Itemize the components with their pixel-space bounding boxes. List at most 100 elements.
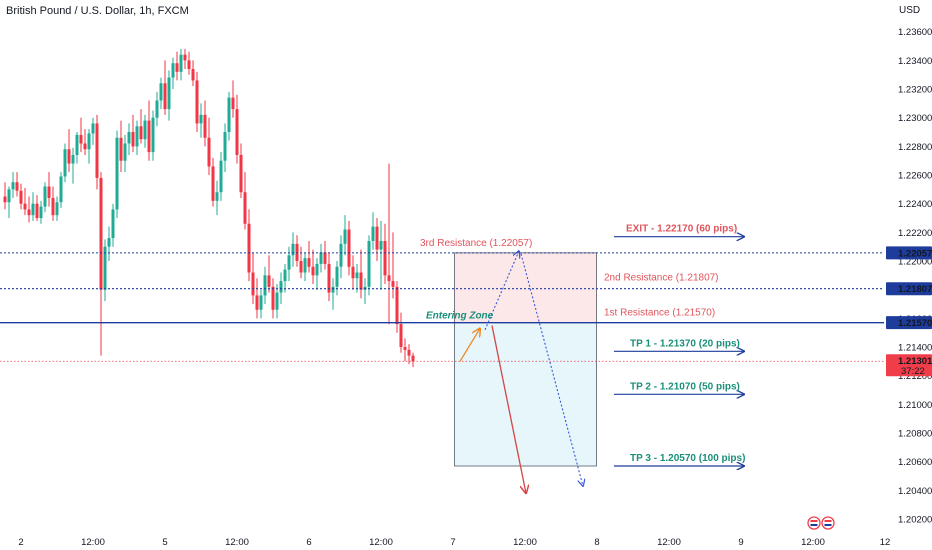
y-tick-label: 1.23000 (898, 113, 932, 124)
entering-zone-label: Entering Zone (426, 311, 494, 322)
y-tick-label: 1.23200 (898, 85, 932, 96)
candle-body (139, 126, 143, 140)
candle-body (43, 186, 47, 207)
resistance-3-label: 3rd Resistance (1.22057) (420, 238, 532, 249)
candle-body (35, 203, 39, 219)
candle-body (11, 182, 15, 190)
y-tick-label: 1.22600 (898, 171, 932, 182)
candle-body (299, 261, 303, 273)
x-tick-label: 2 (18, 537, 23, 548)
event-flag-stripe (824, 524, 832, 526)
candle-body (107, 238, 111, 247)
candle-body (131, 132, 135, 147)
event-flag-stripe (824, 520, 832, 522)
tp3-label: TP 3 - 1.20570 (100 pips) (630, 453, 745, 464)
chart-title: British Pound / U.S. Dollar, 1h, FXCM (6, 5, 189, 17)
candle-body (223, 132, 227, 161)
candle-body (275, 292, 279, 310)
candle-body (263, 275, 267, 296)
candle-body (375, 226, 379, 250)
candle-body (311, 266, 315, 276)
candle-body (199, 114, 203, 124)
level-tag-3 (886, 316, 932, 330)
candle-body (359, 272, 363, 290)
candle-body (395, 286, 399, 325)
target-zone (454, 322, 597, 466)
candle-body (391, 281, 395, 287)
y-tick-label: 1.20800 (898, 429, 932, 440)
candle-body (31, 203, 35, 216)
x-tick-label: 12 (880, 537, 891, 548)
y-tick-label: 1.22200 (898, 228, 932, 239)
candle-body (67, 149, 71, 164)
y-tick-label: 1.20200 (898, 515, 932, 526)
candle-body (303, 258, 307, 273)
candle-body (27, 209, 31, 216)
candle-body (55, 202, 59, 216)
candle-body (7, 189, 11, 203)
candle-body (379, 240, 383, 250)
candle-body (163, 83, 167, 110)
candle-body (279, 281, 283, 293)
candle-body (87, 133, 91, 150)
candle-body (331, 286, 335, 293)
resistance-2-label: 2nd Resistance (1.21807) (604, 273, 719, 284)
candle-body (47, 186, 51, 198)
candle-body (215, 192, 219, 201)
candle-body (291, 243, 295, 256)
x-tick-label: 12:00 (81, 537, 105, 548)
candle-body (339, 243, 343, 267)
candle-body (143, 120, 147, 140)
level-tag-2 (886, 282, 932, 296)
candle-body (103, 246, 107, 290)
candle-body (63, 149, 67, 177)
candle-body (371, 226, 375, 241)
tp1-label: TP 1 - 1.21370 (20 pips) (630, 338, 740, 349)
candle-body (155, 100, 159, 118)
price-tag-countdown: 37:22 (901, 366, 925, 377)
exit-label: EXIT - 1.22170 (60 pips) (626, 224, 737, 235)
candle-body (411, 355, 415, 362)
event-flag-2 (821, 516, 835, 530)
event-flag-1 (807, 516, 821, 530)
x-tick-label: 12:00 (801, 537, 825, 548)
candle-body (171, 63, 175, 78)
level-tag-label: 1.21570 (898, 318, 932, 329)
candle-body (115, 137, 119, 210)
candle-body (271, 286, 275, 310)
resistance-1-label: 1st Resistance (1.21570) (604, 308, 715, 319)
candle-body (255, 295, 259, 310)
candle-body (95, 123, 99, 178)
candle-body (251, 272, 255, 296)
x-tick-label: 8 (594, 537, 599, 548)
candle-body (211, 166, 215, 201)
candle-body (111, 209, 115, 239)
candle-body (79, 134, 83, 144)
candle-body (195, 80, 199, 124)
candle-body (319, 252, 323, 264)
x-tick-label: 12:00 (225, 537, 249, 548)
candle-body (231, 97, 235, 110)
candle-body (191, 68, 195, 81)
candle-body (355, 272, 359, 279)
candle-body (83, 143, 87, 150)
candle-body (179, 54, 183, 72)
candle-body (343, 229, 347, 244)
price-tag (886, 354, 932, 377)
candle-body (75, 134, 79, 155)
level-tag-label: 1.21807 (898, 284, 932, 295)
candle-body (159, 83, 163, 101)
stop-zone (454, 252, 597, 323)
candle-body (287, 255, 291, 270)
candle-body (15, 182, 19, 191)
candle-body (71, 154, 75, 164)
candle-body (3, 196, 7, 203)
candle-body (119, 137, 123, 161)
candle-body (135, 126, 139, 147)
candle-body (39, 206, 43, 219)
tp2-label: TP 2 - 1.21070 (50 pips) (630, 381, 740, 392)
candle-body (59, 176, 63, 203)
candle-body (207, 137, 211, 167)
candle-body (315, 263, 319, 276)
